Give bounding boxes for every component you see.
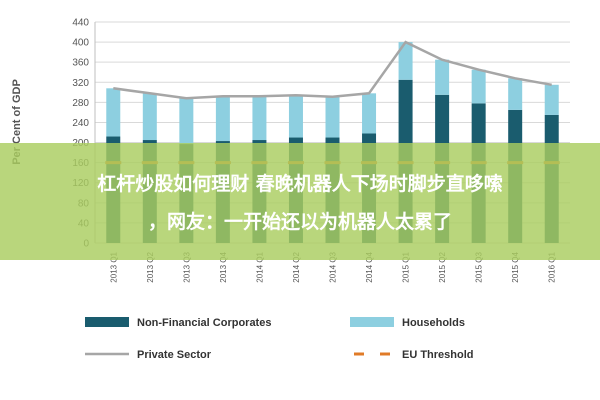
legend-label: Non-Financial Corporates xyxy=(137,317,271,329)
bar-households xyxy=(471,69,486,104)
headline-line-2: ，网友：一开始还以为机器人太累了 xyxy=(147,211,452,233)
bar-households xyxy=(325,96,340,138)
legend: Non-Financial Corporates Households Privat… xyxy=(85,317,474,361)
x-tick-label: 2015 Q4 xyxy=(511,251,520,282)
legend-swatch xyxy=(350,317,394,327)
legend-label: Private Sector xyxy=(137,349,212,361)
x-tick-label: 2013 Q3 xyxy=(182,251,191,282)
private-sector-line xyxy=(113,40,552,100)
bar-households xyxy=(142,93,157,141)
bar-households xyxy=(544,84,559,115)
x-tick-label: 2014 Q2 xyxy=(292,251,301,282)
x-tick-label: 2015 Q3 xyxy=(475,251,484,282)
x-tick-label: 2015 Q2 xyxy=(438,251,447,282)
x-tick-label: 2016 Q1 xyxy=(548,251,557,282)
bar-households xyxy=(179,98,194,145)
x-tick-label: 2013 Q1 xyxy=(109,251,118,282)
y-tick-label: 400 xyxy=(72,38,89,49)
y-tick-label: 440 xyxy=(72,18,89,29)
bar-households xyxy=(508,78,523,110)
bar-households xyxy=(362,93,377,134)
y-tick-label: 360 xyxy=(72,58,89,69)
x-tick-label: 2013 Q4 xyxy=(219,251,228,282)
legend-swatch xyxy=(85,317,129,327)
x-tick-label: 2013 Q2 xyxy=(146,251,155,282)
bar-households xyxy=(215,96,230,142)
x-tick-label: 2014 Q1 xyxy=(255,251,264,282)
bar-households xyxy=(106,88,121,137)
bar-households xyxy=(288,95,303,138)
x-tick-label: 2014 Q4 xyxy=(365,251,374,282)
y-tick-label: 280 xyxy=(72,98,89,109)
legend-label: EU Threshold xyxy=(402,349,474,361)
x-tick-labels: 2013 Q1 2013 Q2 2013 Q3 2013 Q4 2014 Q1 2014 … xyxy=(109,251,556,282)
bar-households xyxy=(252,96,267,141)
private-sector-line-group xyxy=(113,40,552,100)
y-tick-label: 320 xyxy=(72,78,89,89)
y-tick-label: 240 xyxy=(72,118,89,129)
bar-households xyxy=(435,59,450,95)
headline-line-1: 杠杆炒股如何理财 春晚机器人下场时脚步直哆嗦 xyxy=(97,173,503,195)
x-tick-label: 2015 Q1 xyxy=(402,251,411,282)
legend-label: Households xyxy=(402,317,465,329)
news-headline-banner[interactable]: 杠杆炒股如何理财 春晚机器人下场时脚步直哆嗦 ，网友：一开始还以为机器人太累了 xyxy=(0,143,600,260)
x-tick-label: 2014 Q3 xyxy=(329,251,338,282)
bar-households xyxy=(398,42,413,80)
